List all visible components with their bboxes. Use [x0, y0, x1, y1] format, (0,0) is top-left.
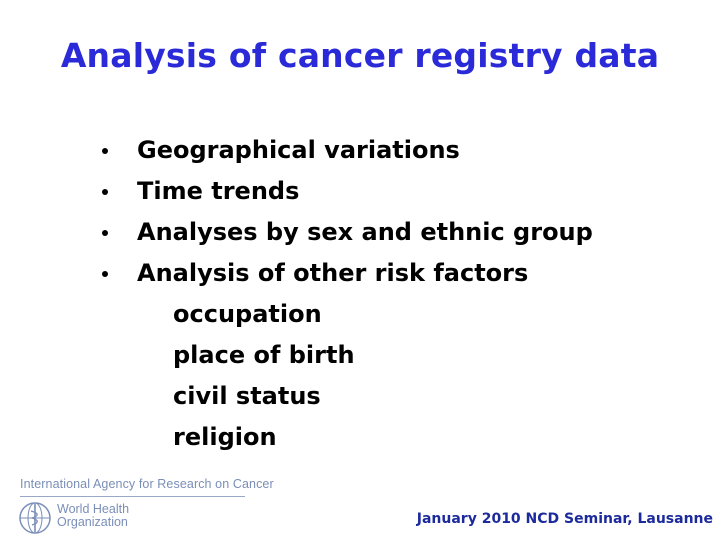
- risk-factor-sublist: occupation place of birth civil status r…: [173, 294, 355, 458]
- bullet-text: Geographical variations: [137, 136, 460, 164]
- bullet-dot-icon: [102, 271, 108, 277]
- bullet-item: Time trends: [102, 171, 593, 212]
- bullet-list: Geographical variations Time trends Anal…: [102, 130, 593, 294]
- footer-caption: January 2010 NCD Seminar, Lausanne: [416, 511, 713, 527]
- bullet-item: Geographical variations: [102, 130, 593, 171]
- slide-title: Analysis of cancer registry data: [60, 36, 660, 75]
- bullet-dot-icon: [102, 230, 108, 236]
- bullet-text: Analysis of other risk factors: [137, 259, 529, 287]
- who-line-1: World Health: [57, 502, 130, 516]
- branding-divider: [20, 496, 245, 497]
- sub-item: place of birth: [173, 341, 355, 369]
- who-wordmark: World Health Organization: [57, 503, 129, 529]
- bullet-dot-icon: [102, 189, 108, 195]
- who-emblem-icon: [19, 502, 51, 534]
- sub-item: occupation: [173, 300, 322, 328]
- iarc-agency-name: International Agency for Research on Can…: [20, 477, 274, 491]
- bullet-text: Analyses by sex and ethnic group: [137, 218, 593, 246]
- sub-item: civil status: [173, 382, 321, 410]
- bullet-text: Time trends: [137, 177, 300, 205]
- bullet-dot-icon: [102, 148, 108, 154]
- bullet-item: Analyses by sex and ethnic group: [102, 212, 593, 253]
- who-line-2: Organization: [57, 515, 128, 529]
- bullet-item: Analysis of other risk factors: [102, 253, 593, 294]
- sub-item: religion: [173, 423, 277, 451]
